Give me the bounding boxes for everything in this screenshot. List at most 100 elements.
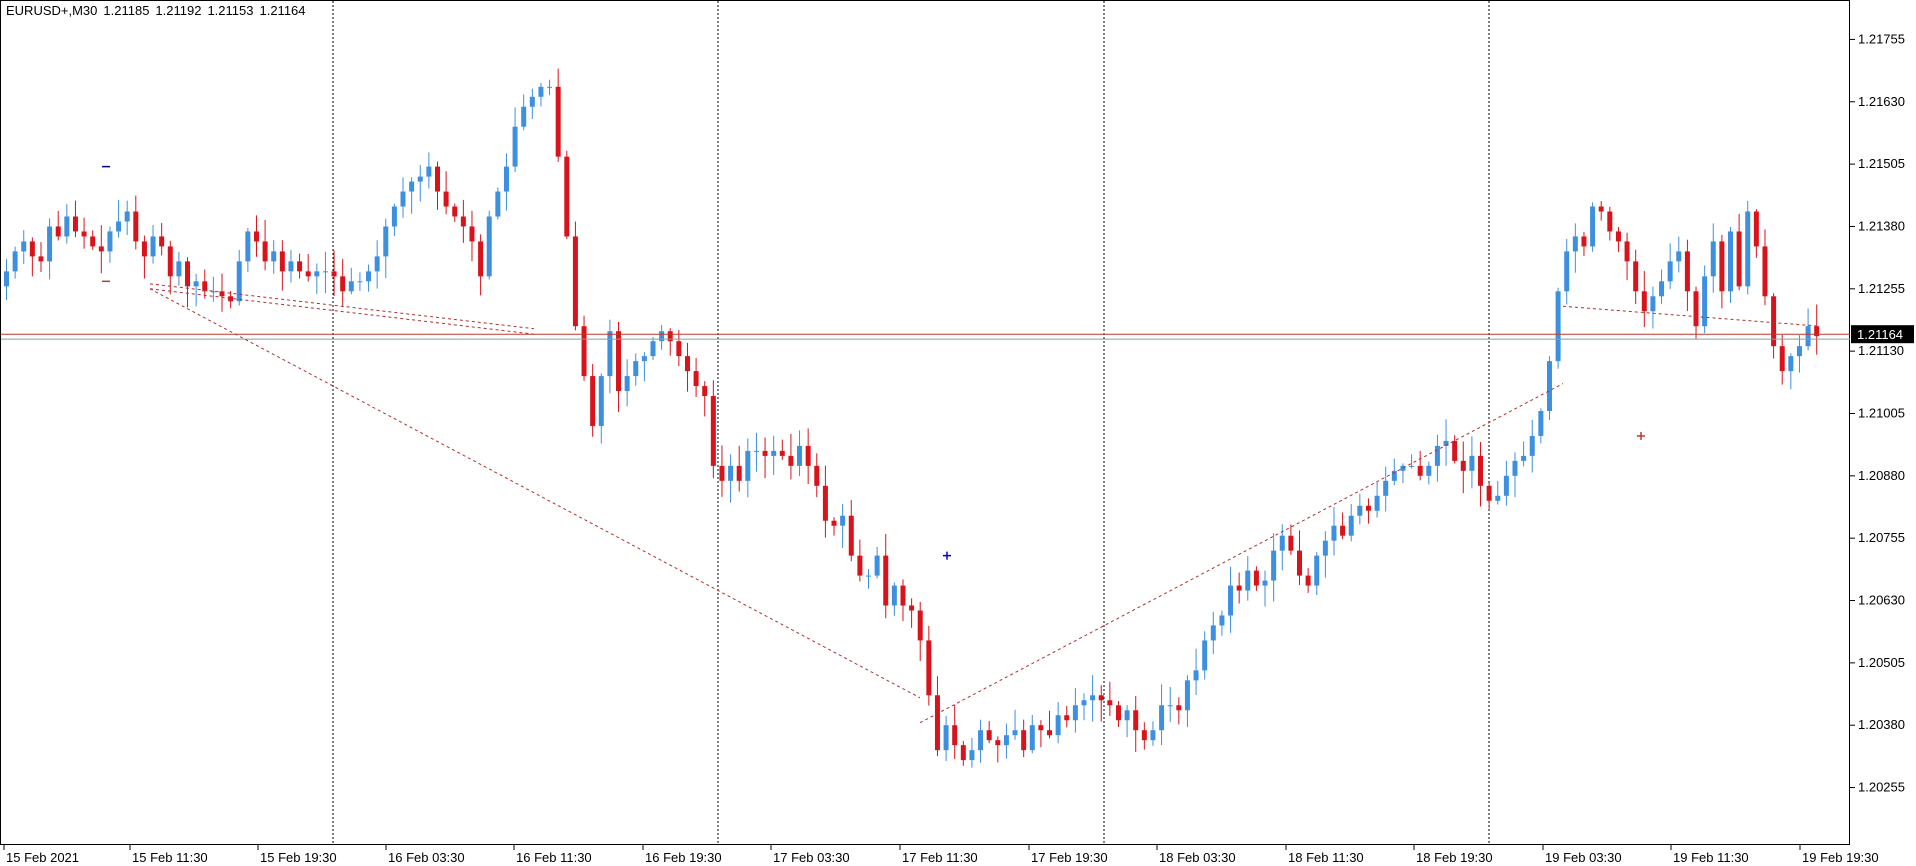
bull-candle bbox=[1184, 680, 1190, 711]
bear-candle bbox=[779, 450, 785, 456]
bull-candle bbox=[521, 106, 527, 127]
bear-candle bbox=[340, 276, 346, 292]
bear-candle bbox=[1460, 460, 1466, 471]
bear-candle bbox=[616, 331, 622, 392]
bull-candle bbox=[1012, 730, 1018, 736]
bear-candle bbox=[667, 331, 673, 342]
bull-candle bbox=[409, 181, 415, 192]
bull-candle bbox=[1331, 525, 1337, 541]
bear-candle bbox=[1340, 525, 1346, 536]
bull-candle bbox=[891, 585, 897, 606]
y-axis-label: 1.21755 bbox=[1858, 31, 1905, 46]
x-axis-label: 16 Feb 03:30 bbox=[388, 850, 465, 865]
bear-candle bbox=[1115, 705, 1121, 721]
bull-candle bbox=[322, 271, 328, 273]
bull-candle bbox=[1357, 505, 1363, 516]
x-axis-label: 19 Feb 19:30 bbox=[1802, 850, 1879, 865]
current-price-label: 1.21164 bbox=[1857, 327, 1903, 342]
y-axis-label: 1.20755 bbox=[1858, 530, 1905, 545]
bull-candle bbox=[1202, 640, 1208, 671]
bear-candle bbox=[1779, 346, 1785, 372]
bear-candle bbox=[72, 216, 78, 232]
bear-candle bbox=[1762, 246, 1768, 297]
bear-candle bbox=[90, 236, 96, 247]
trend-line bbox=[1562, 305, 1821, 327]
bull-candle bbox=[12, 251, 18, 272]
bull-candle bbox=[503, 166, 509, 192]
bear-candle bbox=[788, 455, 794, 466]
bull-candle bbox=[1469, 455, 1475, 471]
bull-candle bbox=[314, 271, 320, 277]
bull-candle bbox=[1055, 715, 1061, 736]
bull-candle bbox=[1081, 700, 1087, 706]
bear-candle bbox=[1021, 730, 1027, 751]
bull-candle bbox=[1745, 211, 1751, 287]
bull-candle bbox=[659, 331, 665, 342]
bear-candle bbox=[1176, 705, 1182, 711]
x-axis-label: 18 Feb 03:30 bbox=[1159, 850, 1236, 865]
bull-candle bbox=[391, 206, 397, 227]
bear-candle bbox=[1297, 550, 1302, 576]
bull-candle bbox=[236, 261, 242, 302]
bull-candle bbox=[745, 450, 751, 481]
bull-candle bbox=[176, 261, 182, 277]
bull-candle bbox=[1676, 251, 1682, 262]
bull-candle bbox=[116, 221, 122, 232]
bull-candle bbox=[1434, 445, 1440, 466]
bear-candle bbox=[848, 515, 854, 556]
bear-candle bbox=[822, 485, 828, 521]
bear-candle bbox=[167, 246, 173, 277]
bull-candle bbox=[840, 515, 846, 526]
bear-candle bbox=[555, 86, 561, 157]
bear-candle bbox=[857, 555, 863, 576]
bear-candle bbox=[1365, 505, 1371, 511]
bull-candle bbox=[150, 236, 156, 257]
bear-candle bbox=[1684, 251, 1690, 292]
bear-candle bbox=[133, 211, 139, 242]
bull-candle bbox=[1167, 705, 1173, 707]
y-axis-label: 1.21255 bbox=[1858, 281, 1905, 296]
bull-candle bbox=[529, 96, 535, 107]
y-axis-label: 1.21005 bbox=[1858, 405, 1905, 420]
bear-candle bbox=[202, 281, 208, 292]
bear-candle bbox=[1736, 231, 1742, 287]
x-axis-label: 16 Feb 19:30 bbox=[645, 850, 722, 865]
bull-candle bbox=[624, 376, 630, 392]
bear-candle bbox=[1133, 710, 1139, 731]
bull-candle bbox=[1228, 585, 1234, 616]
bull-candle bbox=[271, 251, 277, 262]
bear-candle bbox=[762, 450, 768, 456]
bull-candle bbox=[1159, 705, 1165, 731]
current-price-tag bbox=[1851, 325, 1914, 344]
trend-line bbox=[149, 288, 921, 699]
bull-candle bbox=[1271, 550, 1277, 581]
bear-candle bbox=[279, 251, 285, 272]
bear-candle bbox=[1064, 715, 1070, 721]
bull-candle bbox=[547, 86, 553, 88]
bull-candle bbox=[1495, 495, 1501, 501]
bull-candle bbox=[357, 281, 363, 283]
close-price: 1.21164 bbox=[259, 3, 306, 18]
high-price: 1.21192 bbox=[155, 3, 202, 18]
bull-candle bbox=[1193, 670, 1199, 681]
x-axis-label: 19 Feb 11:30 bbox=[1673, 850, 1749, 865]
bull-candle bbox=[1210, 625, 1216, 641]
bull-candle bbox=[1314, 555, 1320, 586]
bull-candle bbox=[633, 361, 639, 377]
bull-candle bbox=[1245, 570, 1251, 591]
bull-candle bbox=[1322, 540, 1328, 556]
bull-candle bbox=[64, 216, 70, 237]
bull-candle bbox=[1090, 695, 1096, 701]
x-axis-label: 17 Feb 03:30 bbox=[773, 850, 850, 865]
y-axis-label: 1.21505 bbox=[1858, 156, 1905, 171]
bull-candle bbox=[495, 191, 501, 217]
symbol-timeframe: EURUSD+,M30 bbox=[6, 3, 98, 18]
y-axis-label: 1.20380 bbox=[1858, 717, 1905, 732]
bear-candle bbox=[676, 341, 682, 357]
bear-candle bbox=[831, 520, 837, 526]
bull-candle bbox=[400, 191, 406, 207]
bull-candle bbox=[512, 126, 518, 167]
bear-candle bbox=[917, 610, 923, 641]
